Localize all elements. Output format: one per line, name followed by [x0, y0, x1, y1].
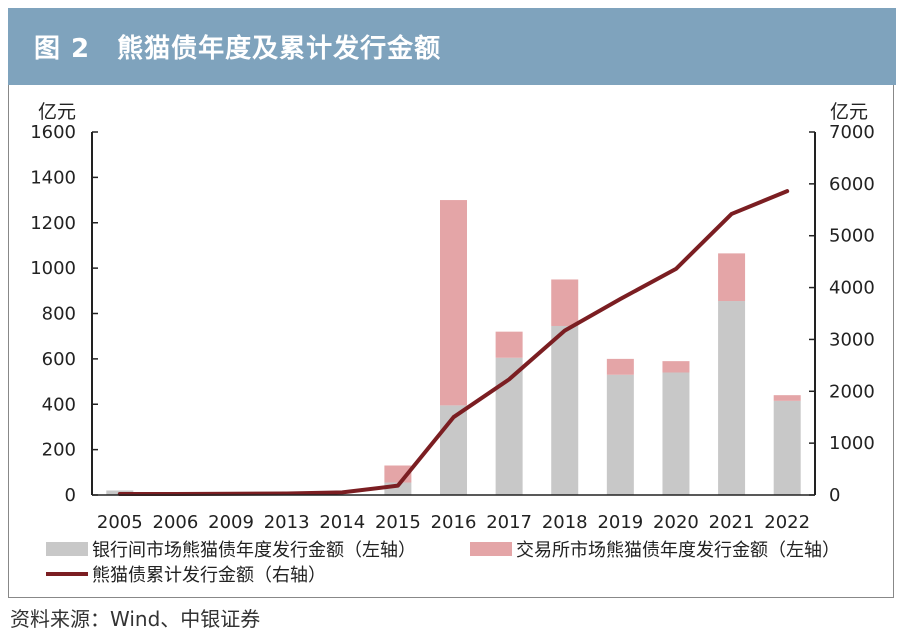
- legend-swatch-exchange: [470, 542, 512, 556]
- bar-bank-2022: [773, 400, 801, 495]
- bar-bank-2021: [718, 301, 746, 495]
- left-tick-label: 400: [42, 394, 76, 415]
- bar-exchange-2022: [773, 395, 801, 401]
- x-tick-label: 2006: [153, 512, 199, 533]
- x-tick-label: 2005: [97, 512, 143, 533]
- legend-label-line: 熊猫债累计发行金额（右轴）: [92, 565, 326, 586]
- bar-bank-2018: [551, 325, 579, 495]
- bar-bank-2019: [606, 374, 634, 495]
- left-tick-label: 0: [65, 485, 76, 506]
- bar-exchange-2017: [495, 331, 523, 358]
- bar-exchange-2021: [718, 253, 746, 302]
- chart-frame: [8, 85, 894, 598]
- bar-bank-2020: [662, 372, 690, 495]
- left-tick-label: 1400: [30, 167, 76, 188]
- title-bar: 图 2 熊猫债年度及累计发行金额: [8, 8, 896, 85]
- x-tick-label: 2015: [375, 512, 421, 533]
- x-tick-label: 2019: [597, 512, 643, 533]
- right-axis-unit: 亿元: [830, 101, 868, 123]
- left-tick-label: 800: [42, 304, 76, 325]
- chart: 02004006008001000120014001600亿元010002000…: [30, 101, 875, 586]
- cumulative-line: [117, 189, 790, 496]
- source-note: 资料来源：Wind、中银证券: [10, 607, 261, 631]
- bar-exchange-2018: [551, 279, 579, 326]
- left-tick-label: 1000: [30, 258, 76, 279]
- chart-title: 图 2 熊猫债年度及累计发行金额: [34, 34, 442, 64]
- right-tick-label: 7000: [829, 122, 875, 143]
- right-tick-label: 6000: [829, 174, 875, 195]
- right-tick-label: 4000: [829, 278, 875, 299]
- x-tick-label: 2013: [264, 512, 310, 533]
- right-tick-label: 3000: [829, 329, 875, 350]
- right-tick-label: 1000: [829, 433, 875, 454]
- left-axis-unit: 亿元: [38, 101, 76, 123]
- bar-exchange-2016: [440, 200, 467, 406]
- right-tick-label: 5000: [829, 226, 875, 247]
- legend-label-exchange: 交易所市场熊猫债年度发行金额（左轴）: [516, 540, 840, 561]
- right-tick-label: 0: [829, 485, 840, 506]
- legend-label-bank: 银行间市场熊猫债年度发行金额（左轴）: [92, 540, 416, 561]
- bar-exchange-2020: [662, 361, 690, 373]
- left-tick-label: 1200: [30, 213, 76, 234]
- legend-swatch-bank: [46, 542, 88, 556]
- left-tick-label: 1600: [30, 122, 76, 143]
- bar-exchange-2019: [606, 358, 634, 375]
- x-tick-label: 2018: [542, 512, 588, 533]
- x-tick-label: 2020: [653, 512, 699, 533]
- x-tick-label: 2022: [764, 512, 810, 533]
- x-tick-label: 2017: [486, 512, 532, 533]
- x-tick-label: 2009: [208, 512, 254, 533]
- x-tick-label: 2014: [319, 512, 365, 533]
- left-tick-label: 600: [42, 349, 76, 370]
- right-tick-label: 2000: [829, 381, 875, 402]
- x-tick-label: 2016: [431, 512, 477, 533]
- x-tick-label: 2021: [709, 512, 755, 533]
- left-tick-label: 200: [42, 440, 76, 461]
